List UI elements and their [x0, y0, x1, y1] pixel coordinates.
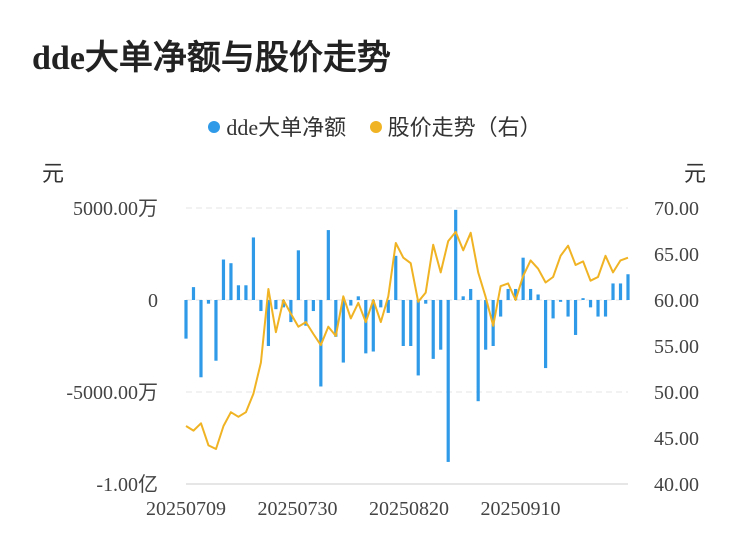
right-tick-label: 55.00 — [654, 336, 699, 358]
x-tick-label: 20250709 — [146, 498, 226, 520]
dde-bar — [446, 300, 450, 462]
dde-bar — [424, 300, 428, 304]
dde-bar — [371, 300, 375, 352]
dde-bar — [514, 288, 518, 300]
dde-bar — [356, 296, 360, 300]
dde-bar — [581, 298, 585, 300]
dde-bar — [454, 209, 458, 300]
legend-dot-dde — [208, 121, 221, 133]
dde-bar — [536, 294, 540, 300]
dde-bar — [469, 288, 473, 300]
dde-bar — [214, 300, 218, 361]
left-tick-label: -5000.00万 — [66, 382, 158, 404]
right-axis-unit: 元 — [684, 161, 707, 186]
dde-bar — [394, 255, 398, 300]
dde-bar — [596, 300, 600, 317]
legend-item-price[interactable]: 股价走势（右） — [369, 110, 542, 142]
dde-bar — [409, 300, 413, 346]
dde-bar — [206, 300, 211, 304]
right-tick-label: 70.00 — [654, 198, 699, 220]
price-line — [185, 230, 629, 450]
dde-bar — [566, 300, 570, 317]
x-tick-label: 20250910 — [481, 498, 561, 520]
left-tick-label: 5000.00万 — [73, 198, 158, 220]
right-tick-label: 50.00 — [654, 382, 699, 404]
dde-bar — [296, 250, 300, 300]
dde-bar — [266, 300, 271, 346]
dde-bar — [184, 300, 188, 339]
right-tick-label: 60.00 — [654, 290, 699, 312]
dde-bar — [236, 285, 241, 300]
dde-bar — [416, 300, 420, 376]
dde-bar — [221, 259, 226, 300]
left-axis-unit: 元 — [42, 161, 65, 186]
dde-bar — [543, 300, 548, 369]
right-tick-label: 45.00 — [654, 428, 699, 450]
dde-bar — [484, 300, 488, 350]
dde-bar — [229, 263, 233, 300]
dde-bar — [386, 300, 390, 313]
legend-label-dde: dde大单净额 — [226, 115, 347, 140]
dde-bar — [349, 300, 353, 306]
dde-bar — [304, 300, 308, 326]
legend-dot-price — [369, 121, 382, 133]
dde-bar — [529, 288, 533, 300]
dde-bar — [341, 300, 345, 363]
dde-bar — [558, 300, 563, 302]
dde-bar — [244, 285, 248, 300]
dde-bar — [618, 283, 623, 300]
dde-bar — [364, 300, 368, 354]
dde-bar — [199, 300, 203, 378]
dde-bar — [439, 300, 443, 350]
left-tick-label: -1.00亿 — [96, 473, 158, 496]
legend-item-dde[interactable]: dde大单净额 — [208, 110, 346, 142]
dde-bar — [274, 300, 278, 310]
dde-bar — [603, 300, 608, 317]
dde-bar — [401, 300, 405, 346]
dde-bar — [573, 300, 578, 335]
right-tick-label: 65.00 — [654, 244, 699, 266]
dde-bar — [311, 300, 315, 312]
dde-bar — [334, 300, 338, 337]
dde-bar — [326, 230, 330, 300]
dde-bar — [499, 300, 503, 317]
legend: dde大单净额 股价走势（右） — [0, 110, 750, 142]
legend-label-price: 股价走势（右） — [387, 115, 542, 140]
x-tick-label: 20250730 — [258, 498, 338, 520]
dde-bar — [251, 237, 256, 300]
dde-bar — [191, 287, 196, 300]
chart-title: dde大单净额与股价走势 — [32, 40, 391, 77]
x-tick-label: 20250820 — [369, 498, 449, 520]
dde-bar — [626, 274, 630, 300]
right-tick-label: 40.00 — [654, 474, 699, 496]
dde-bar — [379, 300, 383, 308]
dde-bar — [289, 300, 293, 323]
dde-bar — [611, 283, 615, 300]
dde-bar — [476, 300, 480, 402]
dde-bar — [431, 300, 435, 359]
dde-bar — [506, 288, 510, 300]
left-tick-label: 0 — [148, 290, 158, 312]
dde-bar — [551, 300, 555, 319]
dde-bar — [588, 300, 593, 308]
dde-bar — [461, 296, 465, 300]
dde-bar — [259, 300, 263, 312]
